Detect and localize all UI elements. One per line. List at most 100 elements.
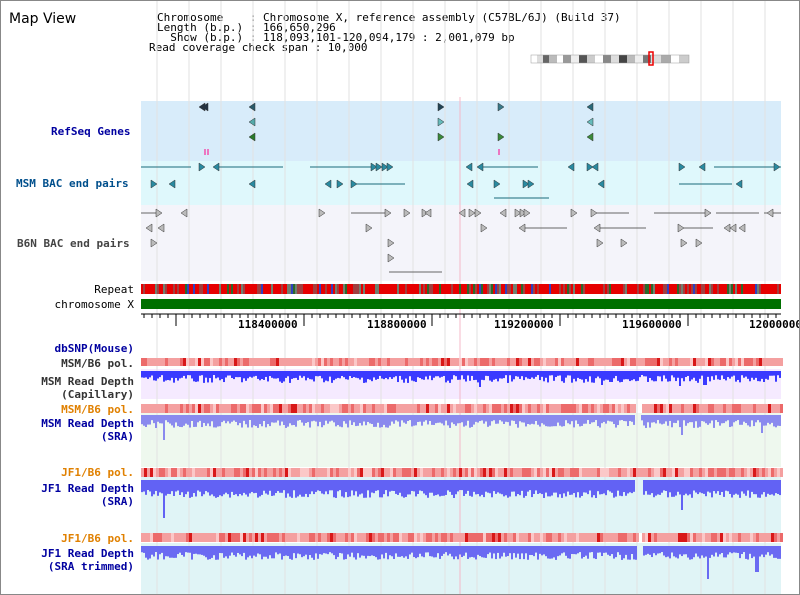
polymorphism-bar [768,358,771,366]
polymorphism-bar [327,404,330,413]
depth-bar [301,546,303,558]
feature-arrow [387,253,395,263]
depth-bar [457,371,459,380]
polymorphism-bar [183,533,186,542]
depth-bar [711,371,713,377]
depth-bar [377,546,379,560]
track-label-dbsnp[interactable]: dbSNP(Mouse) [54,342,134,355]
depth-bar [583,546,585,558]
depth-bar [371,546,373,556]
polymorphism-bar [693,468,696,477]
depth-bar [233,371,235,380]
depth-bar [197,415,199,423]
polymorphism-bar [357,468,360,477]
depth-bar [461,546,463,558]
track-label-msm-pol: MSM/B6 pol. [61,357,134,370]
polymorphism-bar [591,404,594,413]
depth-bar [655,371,657,382]
depth-bar [497,480,499,493]
ideogram-band [563,55,571,63]
depth-bar [725,480,727,491]
polymorphism-bar [687,468,690,477]
polymorphism-bar [339,358,342,366]
depth-bar [255,371,257,376]
depth-bar [547,415,549,427]
depth-bar [753,480,755,495]
depth-bar [209,371,211,379]
depth-bar [565,371,567,378]
depth-bar [355,371,357,378]
repeat-bar [249,284,251,294]
polymorphism-bar [567,404,570,413]
repeat-bar [335,284,337,294]
depth-bar [377,480,379,491]
depth-bar [227,480,229,495]
depth-bar [275,415,277,423]
depth-bar [287,546,289,557]
polymorphism-bar [273,533,276,542]
depth-bar [337,480,339,492]
polymorphism-bar [762,468,765,477]
polymorphism-bar [600,358,603,366]
polymorphism-bar [354,358,357,366]
track-label-b6n-bac[interactable]: B6N BAC end pairs [17,237,130,250]
depth-bar [361,480,363,494]
depth-bar [415,480,417,497]
depth-bar [167,415,169,423]
depth-bar [409,415,411,421]
track-label-msm-bac[interactable]: MSM BAC end pairs [16,177,129,190]
depth-bar [669,371,671,382]
depth-bar [187,371,189,376]
repeat-bar [181,284,183,294]
depth-bar [555,371,557,378]
polymorphism-bar [744,358,747,366]
depth-bar [741,546,743,555]
polymorphism-bar [189,358,192,366]
depth-bar [195,546,197,554]
polymorphism-bar [660,358,663,366]
depth-bar [159,546,161,555]
polymorphism-bar [663,404,666,413]
track-label-refseq[interactable]: RefSeq Genes [51,125,131,138]
depth-bar [411,371,413,381]
depth-bar [307,415,309,423]
depth-bar [669,480,671,493]
depth-bar [187,415,189,425]
repeat-bar [147,284,149,294]
depth-bar [423,546,425,558]
depth-bar [527,371,529,379]
depth-bar [521,371,523,377]
polymorphism-bar [213,358,216,366]
repeat-bar [197,284,199,294]
polymorphism-bar [621,358,624,366]
polymorphism-bar [375,468,378,477]
depth-bar [769,415,771,425]
depth-bar [611,371,613,382]
depth-bar [675,415,677,424]
polymorphism-bar [768,468,771,477]
polymorphism-bar [312,404,315,413]
polymorphism-bar [378,358,381,366]
polymorphism-bar [327,468,330,477]
chromosome-bar [141,299,781,309]
depth-bar [375,546,377,558]
polymorphism-bar [291,358,294,366]
repeat-bar [315,284,317,294]
polymorphism-bar [537,468,540,477]
feature-arrow [336,179,344,189]
depth-bar [405,546,407,557]
depth-bar [429,415,431,421]
depth-bar [635,371,637,382]
depth-bar [251,546,253,559]
depth-bar [171,371,173,378]
polymorphism-bar [474,358,477,366]
repeat-bar [453,284,455,294]
depth-bar [491,480,493,498]
repeat-bar [237,284,239,294]
repeat-bar [709,284,711,294]
feature-arrow [523,208,531,218]
repeat-bar [677,284,679,294]
polymorphism-bar [423,468,426,477]
polymorphism-bar [174,533,177,542]
